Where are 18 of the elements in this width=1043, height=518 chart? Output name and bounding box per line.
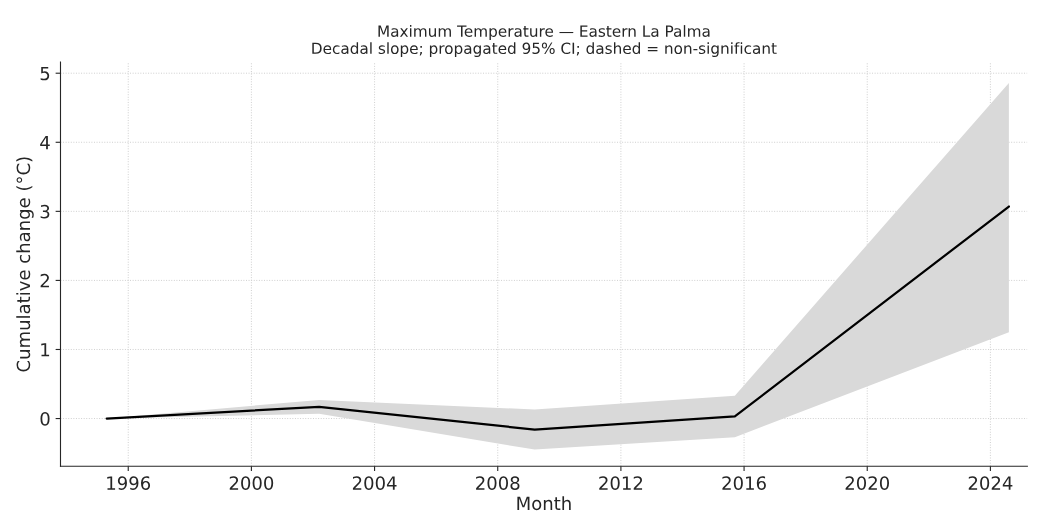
x-tick-label: 2000	[229, 476, 274, 490]
chart-title: Maximum Temperature — Eastern La Palma Decadal slope; propagated 95% CI; dashed = non-significant	[312, 25, 777, 57]
x-tick-label: 2016	[722, 476, 766, 490]
y-tick-label: 3	[40, 204, 50, 219]
x-tick-label: 2020	[845, 476, 890, 490]
y-axis-title: Cumulative change (°C)	[16, 157, 34, 372]
line-series	[105, 205, 1010, 431]
x-axis-title: Month	[517, 496, 571, 511]
x-tick-label: 2008	[476, 476, 520, 490]
x-tick-label: 2012	[599, 476, 643, 490]
y-tick-label: 0	[40, 412, 50, 426]
x-tick-label: 1996	[107, 476, 151, 490]
y-tick-label: 1	[41, 343, 50, 357]
y-tick-label: 4	[40, 135, 50, 150]
y-tick-label: 5	[40, 66, 50, 81]
y-tick-label: 2	[40, 273, 49, 288]
x-tick-label: 2024	[968, 476, 1013, 490]
x-tick-label: 2004	[352, 476, 397, 490]
